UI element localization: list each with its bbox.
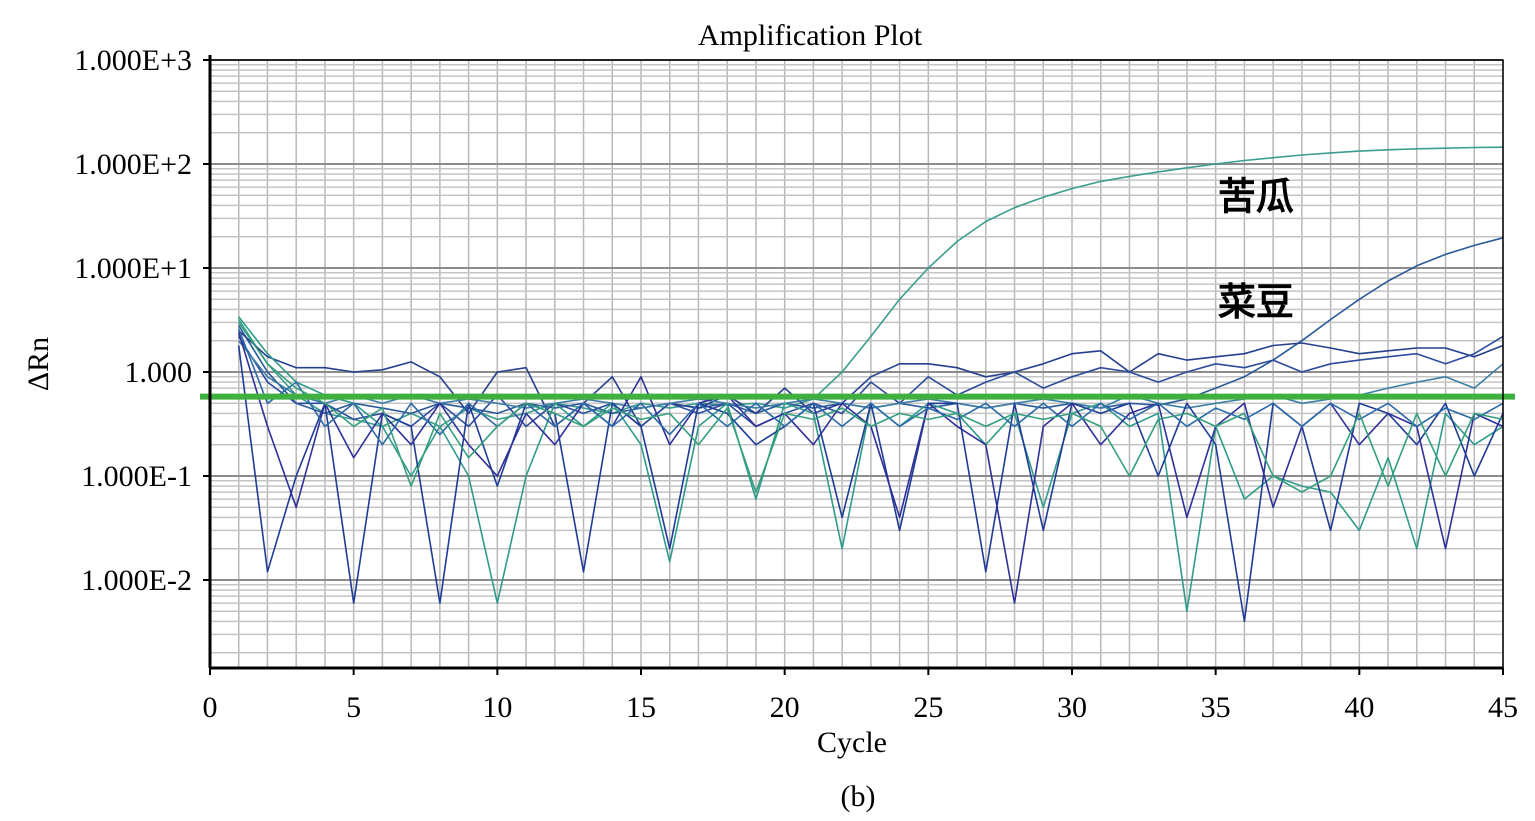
series-line bbox=[238, 335, 1504, 428]
x-tick-label: 45 bbox=[1488, 691, 1518, 724]
x-tick-label: 0 bbox=[203, 691, 218, 724]
plot-background bbox=[210, 60, 1503, 668]
y-tick-label: 1.000E+1 bbox=[74, 252, 192, 285]
x-axis-label: Cycle bbox=[817, 726, 887, 759]
series-annotation: 菜豆 bbox=[1218, 280, 1294, 324]
series-annotation: 苦瓜 bbox=[1218, 174, 1294, 218]
series-line bbox=[238, 330, 1504, 428]
series-line bbox=[238, 340, 1504, 409]
series-line bbox=[237, 328, 1504, 446]
axes-layer bbox=[208, 55, 1503, 670]
x-tick-label: 20 bbox=[770, 691, 800, 724]
chart-title: Amplification Plot bbox=[698, 19, 923, 52]
x-tick-label: 40 bbox=[1344, 691, 1374, 724]
y-tick-label: 1.000E-1 bbox=[81, 460, 192, 493]
series-layer bbox=[237, 146, 1504, 623]
y-tick-label: 1.000E+2 bbox=[74, 148, 192, 181]
y-tick-label: 1.000 bbox=[125, 356, 193, 389]
x-tick-label: 35 bbox=[1201, 691, 1231, 724]
series-line bbox=[238, 146, 1504, 428]
x-tick-label: 15 bbox=[626, 691, 656, 724]
figure-caption: (b) bbox=[841, 780, 876, 813]
minor-grid bbox=[209, 60, 1504, 668]
x-tick-label: 5 bbox=[346, 691, 361, 724]
x-tick-label: 30 bbox=[1057, 691, 1087, 724]
y-axis-label: ΔRn bbox=[22, 337, 55, 391]
x-tick-label: 25 bbox=[913, 691, 943, 724]
y-tick-label: 1.000E-2 bbox=[81, 564, 192, 597]
series-line bbox=[238, 321, 1504, 493]
y-tick-label: 1.000E+3 bbox=[74, 44, 192, 77]
ticks-layer: 0 5 10 15 20 25 30 35 40 45 1.000E+3 1.000E+2 1.000E… bbox=[74, 44, 1518, 724]
x-tick-label: 10 bbox=[482, 691, 512, 724]
